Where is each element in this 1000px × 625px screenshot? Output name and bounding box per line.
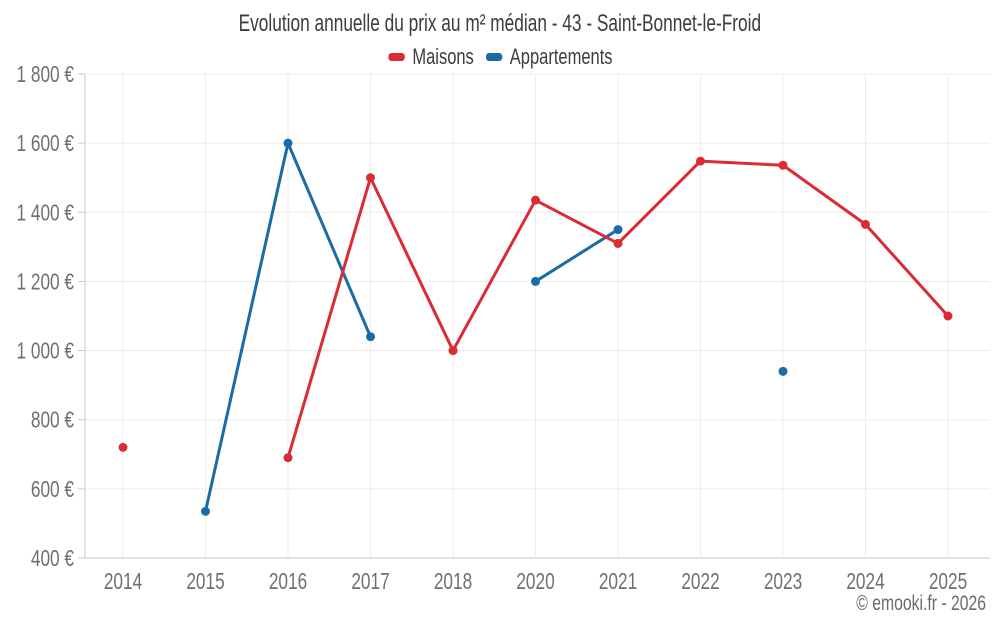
x-tick-label-2018: 2018 [434, 570, 472, 595]
x-tick-label-2025: 2025 [929, 570, 967, 595]
data-point-maisons-2017[interactable] [366, 173, 375, 183]
y-tick-label-800: 800 € [31, 408, 75, 433]
data-point-maisons-2021[interactable] [613, 238, 623, 248]
y-tick-label-1800: 1 800 € [16, 63, 74, 88]
maisons-series-swatch-icon [387, 53, 405, 61]
y-tick-label-600: 600 € [31, 478, 75, 503]
data-point-appartements-2017[interactable] [366, 332, 375, 342]
data-point-maisons-2024[interactable] [861, 219, 870, 229]
data-point-maisons-2014[interactable] [118, 442, 128, 452]
series-line-appartements [534, 228, 620, 283]
chart-title: Evolution annuelle du prix au m² médian … [0, 10, 1000, 38]
x-tick-label-2022: 2022 [681, 570, 719, 595]
data-point-maisons-2023[interactable] [778, 160, 788, 170]
data-point-appartements-2023[interactable] [778, 366, 788, 376]
watermark: © emooki.fr - 2026 [813, 592, 986, 616]
y-tick-label-400: 400 € [31, 547, 75, 572]
y-tick-label-1600: 1 600 € [16, 132, 74, 157]
chart-title-text: Evolution annuelle du prix au m² médian … [238, 10, 762, 37]
legend-label-maisons: Maisons [411, 44, 474, 69]
x-tick-label-2015: 2015 [186, 570, 224, 595]
watermark-text: © emooki.fr - 2026 [856, 592, 986, 615]
data-point-appartements-2020[interactable] [531, 276, 540, 286]
appartements-series-swatch-icon [485, 53, 502, 61]
y-tick-label-1400: 1 400 € [16, 201, 74, 226]
y-tick-label-1200: 1 200 € [16, 270, 74, 295]
data-point-appartements-2015[interactable] [201, 506, 210, 516]
x-tick-label-2023: 2023 [764, 570, 802, 595]
data-point-maisons-2022[interactable] [696, 156, 705, 166]
legend-label-appartements: Appartements [509, 44, 613, 69]
x-tick-label-2021: 2021 [599, 570, 637, 595]
x-tick-label-2020: 2020 [516, 570, 554, 595]
data-point-appartements-2021[interactable] [613, 225, 623, 235]
data-point-maisons-2025[interactable] [943, 311, 953, 321]
x-tick-label-2017: 2017 [351, 570, 389, 595]
x-tick-label-2014: 2014 [104, 570, 142, 595]
chart-legend: Maisons Appartements [0, 44, 1000, 70]
legend-item-maisons[interactable]: Maisons [387, 44, 474, 70]
x-tick-label-2016: 2016 [269, 570, 307, 595]
y-tick-label-1000: 1 000 € [16, 339, 74, 364]
data-point-maisons-2016[interactable] [283, 453, 293, 463]
data-point-appartements-2016[interactable] [283, 138, 293, 148]
data-point-maisons-2020[interactable] [531, 195, 540, 205]
x-tick-label-2024: 2024 [846, 570, 884, 595]
data-point-maisons-2018[interactable] [448, 346, 458, 356]
legend-item-appartements[interactable]: Appartements [485, 44, 612, 70]
